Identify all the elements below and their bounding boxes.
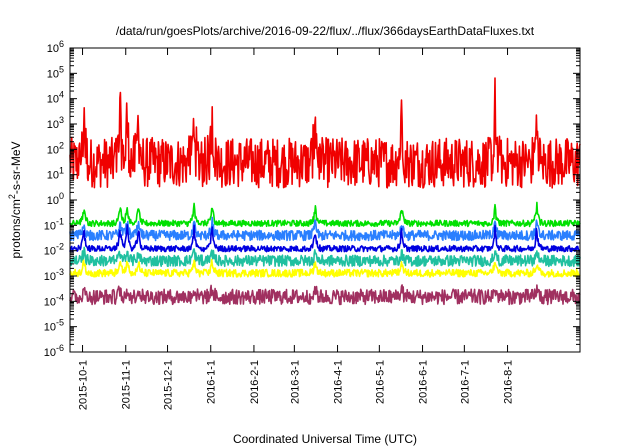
y-tick-label: 105 (47, 64, 64, 80)
x-tick-label: 2015-11-1 (121, 360, 133, 409)
y-tick-label: 100 (47, 191, 64, 207)
series-line (69, 216, 581, 242)
series-line (69, 246, 581, 268)
y-axis-label-suffix: -s-sr-MeV (9, 141, 23, 194)
y-axis-label: protons/cm2-s-sr-MeV (7, 141, 23, 258)
x-tick-label: 2016-2-1 (249, 360, 261, 404)
y-tick-label: 10-3 (44, 267, 64, 283)
series-layer (69, 77, 581, 306)
x-axis: 2015-10-1 2015-11-1 2015-12-1 2016-1-1 2016-… (78, 48, 515, 410)
series-line (69, 258, 581, 278)
x-tick-label: 2015-12-1 (163, 360, 175, 410)
y-tick-label: 102 (47, 140, 64, 156)
plot-frame (69, 47, 581, 353)
chart-title: /data/run/goesPlots/archive/2016-09-22/f… (116, 24, 535, 38)
y-axis: 10-6 10-5 10-4 10-3 10-2 10-1 100 101 102 103 104 1… (44, 39, 580, 359)
x-tick-label: 2016-3-1 (289, 360, 301, 404)
x-tick-label: 2016-5-1 (374, 360, 386, 404)
series-line (69, 77, 581, 189)
y-tick-label: 10-2 (44, 242, 64, 258)
y-tick-label: 10-5 (44, 318, 64, 334)
y-tick-label: 10-6 (44, 343, 64, 359)
y-tick-label: 106 (47, 39, 64, 55)
x-tick-label: 2016-7-1 (459, 360, 471, 404)
series-line (69, 224, 581, 253)
x-tick-label: 2015-10-1 (78, 360, 90, 410)
y-axis-label-prefix: protons/cm (9, 199, 23, 258)
series-line (69, 284, 581, 306)
y-axis-label-sup: 2 (7, 194, 17, 199)
series-line (69, 201, 581, 228)
x-tick-label: 2016-4-1 (333, 360, 345, 404)
x-tick-label: 2016-1-1 (206, 360, 218, 404)
y-tick-label: 10-1 (44, 216, 64, 232)
x-axis-label: Coordinated Universal Time (UTC) (233, 432, 417, 446)
x-tick-label: 2016-6-1 (418, 360, 430, 404)
y-tick-label: 104 (47, 90, 64, 106)
x-tick-label: 2016-8-1 (503, 360, 515, 404)
y-tick-label: 103 (47, 115, 64, 131)
y-tick-label: 101 (47, 166, 64, 182)
y-tick-label: 10-4 (44, 292, 64, 308)
